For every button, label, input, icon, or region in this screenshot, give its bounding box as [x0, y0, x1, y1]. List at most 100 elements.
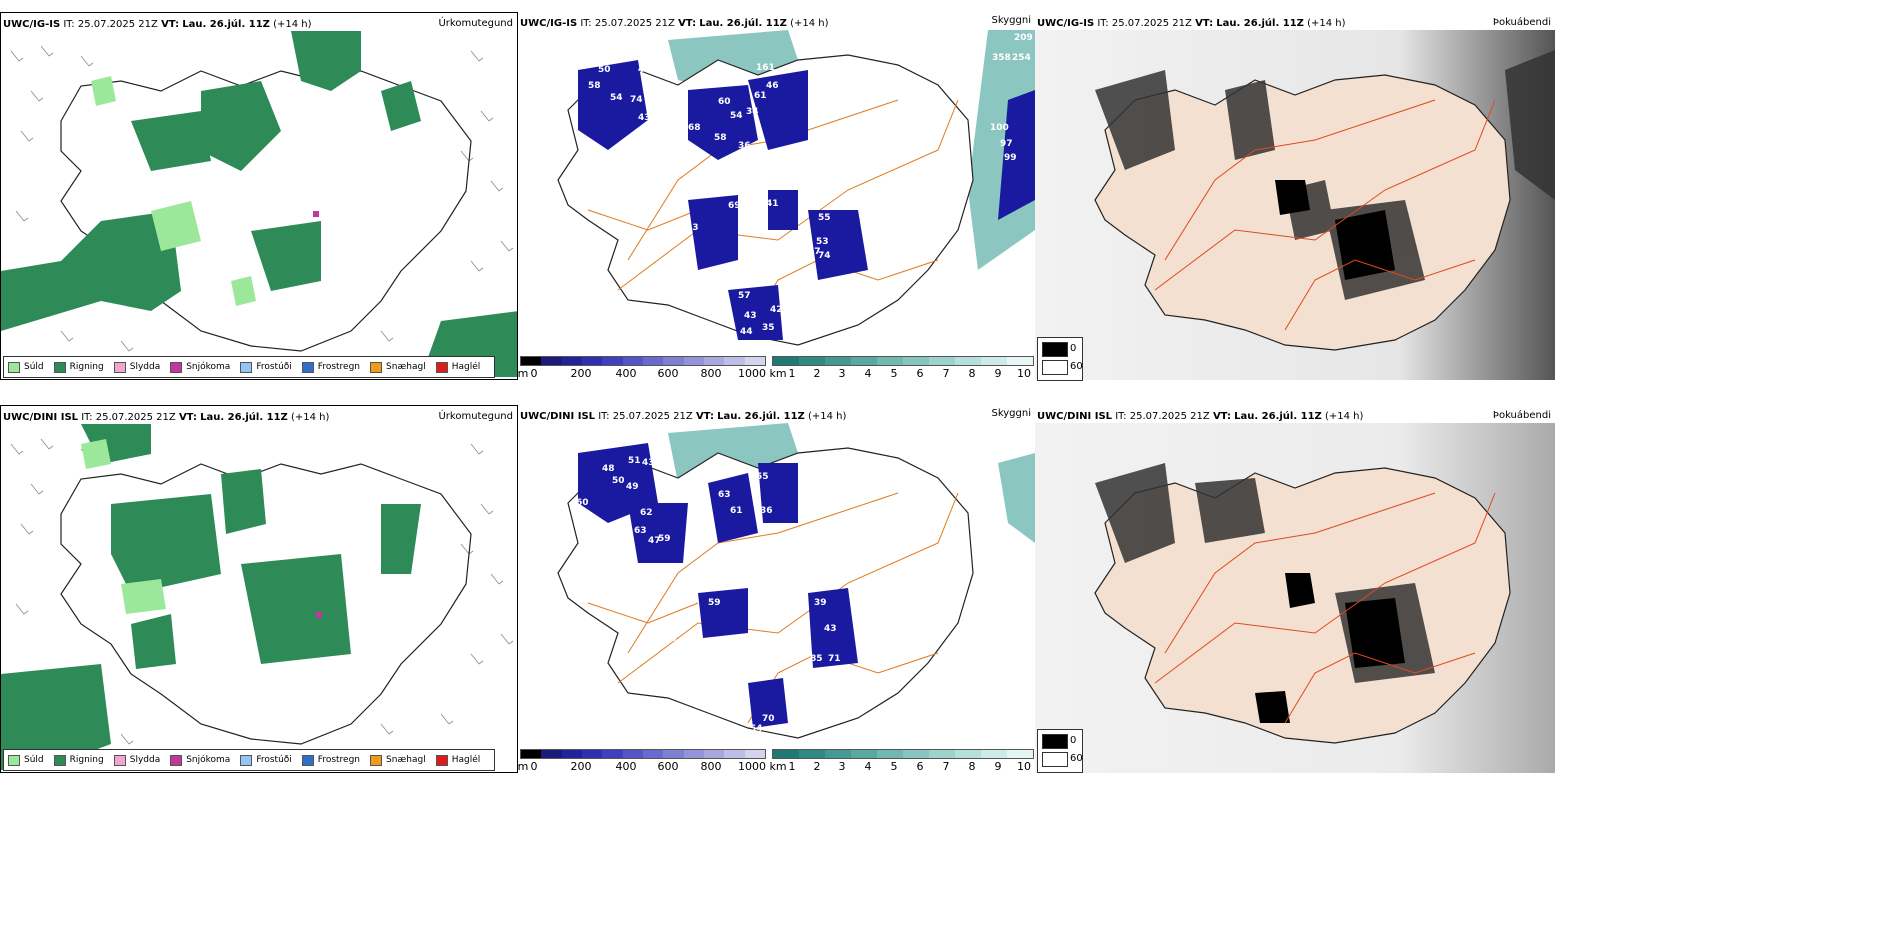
legend-label: Frostúði: [256, 755, 292, 765]
precip-map-bottom: [1, 424, 514, 770]
height-tick: 800: [700, 760, 722, 773]
precip-legend-bottom: Súld Rigning Slydda Snjókoma Frostúði Fr…: [3, 749, 496, 771]
cloud-legend-bottom-label: 60: [1070, 361, 1083, 372]
fog-map-bottom: [1035, 423, 1555, 773]
cloud-base-label: 78: [638, 45, 651, 55]
cloud-base-label: 81: [656, 125, 669, 135]
legend-item: Súld: [8, 361, 44, 373]
cloud-base-label: 68: [688, 123, 701, 133]
precip-title-top: Úrkomutegund: [438, 18, 513, 29]
height-colorbar-strip: [520, 356, 766, 366]
cloud-base-label: 81: [648, 139, 661, 149]
cloud-base-label: 35: [762, 323, 775, 333]
precip-panel-top: UWC/IG-IS IT: 25.07.2025 21Z VT: Lau. 26…: [0, 12, 518, 380]
cloud-legend-white-swatch: [1042, 752, 1068, 767]
cloud-base-label: 55: [756, 472, 769, 482]
fog-black-areas: [1255, 573, 1405, 723]
cloud-base-label: 58: [714, 133, 727, 143]
visibility-panel-top: UWC/IG-IS IT: 25.07.2025 21Z VT: Lau. 26…: [518, 12, 1035, 380]
cloud-base-label: 53: [664, 634, 677, 644]
cloud-base-label: 209: [1014, 33, 1033, 43]
cloud-base-label: 54: [750, 724, 763, 734]
height-tick: 400: [615, 760, 637, 773]
visibility-map-top: [557, 30, 1035, 346]
legend-label: Snæhagl: [386, 362, 426, 372]
legend-item: Frostúði: [240, 361, 292, 373]
legend-label: Snjókoma: [186, 755, 231, 765]
cloud-base-label: 55: [818, 213, 831, 223]
legend-label: Haglél: [451, 755, 481, 765]
cloud-base-label: 43: [744, 311, 757, 321]
cloud-base-label: 43: [638, 113, 651, 123]
header-top-fog: UWC/IG-IS IT: 25.07.2025 21Z VT: Lau. 26…: [1037, 18, 1346, 29]
cloud-base-label: 39: [814, 598, 827, 608]
height-tick: 1000: [738, 760, 766, 773]
height-unit: m: [518, 367, 529, 380]
fog-panel-bottom: UWC/DINI ISL IT: 25.07.2025 21Z VT: Lau.…: [1035, 405, 1555, 773]
header-bottom-precip: UWC/DINI ISL IT: 25.07.2025 21Z VT: Lau.…: [3, 412, 330, 423]
cloud-base-label: 59: [658, 534, 671, 544]
cloud-base-label: 85: [810, 654, 823, 664]
header-top-visibility: UWC/IG-IS IT: 25.07.2025 21Z VT: Lau. 26…: [520, 18, 829, 29]
low-cloud-areas: [578, 443, 858, 728]
cloud-base-label: 99: [1004, 153, 1017, 163]
header-bottom-fog: UWC/DINI ISL IT: 25.07.2025 21Z VT: Lau.…: [1037, 411, 1364, 422]
cloud-base-label: 44: [740, 327, 753, 337]
cloud-legend-white-swatch: [1042, 360, 1068, 375]
iceland-outline: [557, 54, 974, 346]
precip-panel-bottom: UWC/DINI ISL IT: 25.07.2025 21Z VT: Lau.…: [0, 405, 518, 773]
cloud-base-label: 48: [602, 464, 615, 474]
cloud-base-label: 80: [658, 460, 671, 470]
km-tick: 10: [1017, 760, 1031, 773]
legend-label: Snjókoma: [186, 362, 231, 372]
legend-label: Slydda: [129, 755, 161, 765]
legend-swatch: [370, 361, 383, 373]
cloud-base-label: 40: [696, 530, 709, 540]
cloud-base-label: 137: [780, 586, 799, 596]
legend-swatch: [8, 754, 20, 766]
legend-label: Haglél: [451, 362, 481, 372]
cloud-base-label: 101: [872, 73, 891, 83]
km-tick: 7: [942, 760, 950, 773]
visibility-title-bottom: Skyggni: [991, 408, 1031, 419]
km-tick: 6: [916, 367, 924, 380]
cloud-legend-top: 0 60: [1037, 337, 1083, 381]
cloud-base-label: 10: [836, 77, 849, 87]
legend-item: Snjókoma: [170, 754, 231, 766]
cloud-base-label: 63: [718, 490, 731, 500]
cloud-base-label: 254: [1012, 53, 1031, 63]
legend-swatch: [170, 361, 183, 373]
legend-item: Rigning: [53, 754, 104, 766]
km-tick: 3: [838, 367, 846, 380]
visibility-map-bottom: [557, 423, 1035, 739]
cloud-base-label: 62: [640, 508, 653, 518]
cloud-base-label: 97: [1000, 139, 1013, 149]
cloud-base-label: 59: [708, 598, 721, 608]
fog-title-bottom: Þokuábendi: [1492, 410, 1551, 421]
cloud-legend-top-label: 0: [1070, 735, 1077, 746]
legend-label: Snæhagl: [386, 755, 426, 765]
snow-spot: [316, 612, 322, 618]
km-tick: 5: [890, 367, 898, 380]
legend-label: Frostúði: [256, 362, 292, 372]
cloud-base-label: 43: [824, 624, 837, 634]
legend-label: Frostregn: [317, 362, 361, 372]
km-tick: 2: [813, 760, 821, 773]
cloud-base-label: 77: [650, 45, 663, 55]
height-tick: 1000: [738, 367, 766, 380]
height-tick: 200: [570, 367, 592, 380]
height-unit: m: [518, 760, 529, 773]
km-tick: 8: [968, 367, 976, 380]
cloud-legend-black-swatch: [1042, 734, 1068, 749]
rain-areas: [1, 424, 421, 770]
legend-swatch: [435, 754, 448, 766]
km-colorbar-strip: [772, 749, 1034, 759]
height-tick: 400: [615, 367, 637, 380]
cloud-base-label: 49: [626, 482, 639, 492]
legend-label: Slydda: [129, 362, 161, 372]
legend-swatch: [113, 754, 126, 766]
legend-swatch: [240, 754, 253, 766]
legend-item: Frostregn: [301, 361, 361, 373]
cloud-base-label: 161: [756, 63, 775, 73]
cloud-base-label: 34: [746, 107, 759, 117]
